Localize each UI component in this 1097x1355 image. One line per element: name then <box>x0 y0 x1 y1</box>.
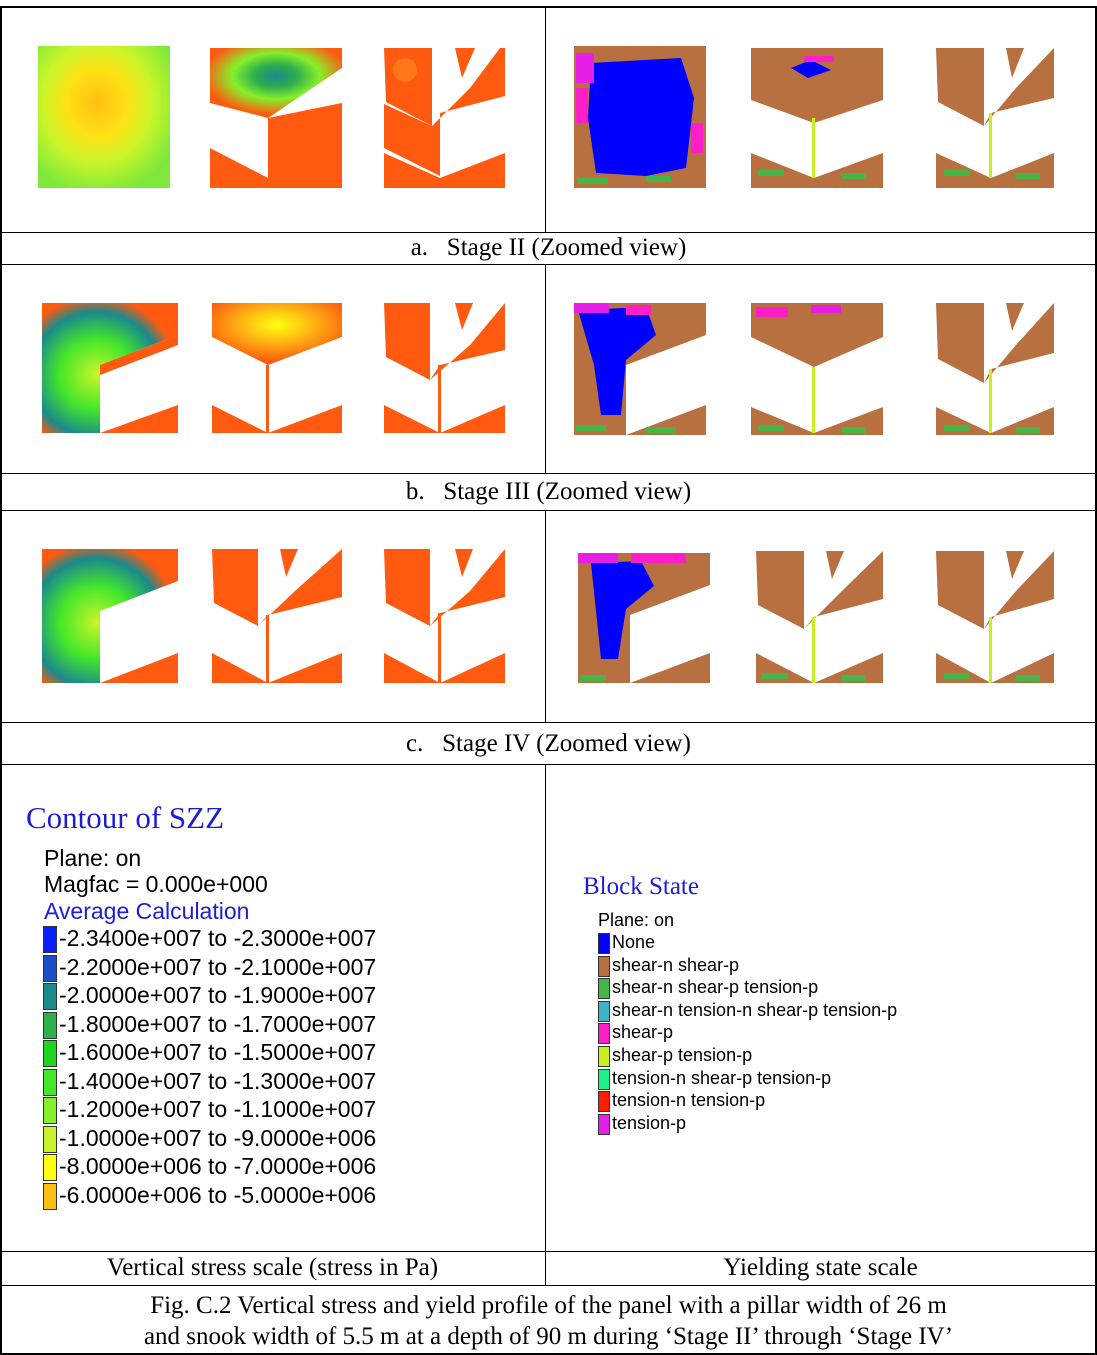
stage-caption-a: a. Stage II (Zoomed view) <box>0 234 1097 262</box>
stress-plot-2 <box>212 303 342 433</box>
stage-text: Stage III (Zoomed view) <box>443 478 691 505</box>
yield-plot-3 <box>936 303 1054 435</box>
stress-legend-item: -1.2000e+007 to -1.1000e+007 <box>59 1096 376 1123</box>
yield-legend-swatch <box>598 933 610 954</box>
yield-plot-1 <box>574 46 706 188</box>
divider-a <box>0 232 1097 233</box>
yield-legend-swatch <box>598 1046 610 1067</box>
stress-legend-title: Contour of SZZ <box>26 800 224 836</box>
stress-legend-swatch <box>43 1126 57 1153</box>
stress-legend-magfac: Magfac = 0.000e+000 <box>44 871 268 898</box>
figure-caption-line2: and snook width of 5.5 m at a depth of 9… <box>0 1321 1097 1352</box>
yield-legend-item: tension-p <box>612 1113 686 1134</box>
yield-legend-title: Block State <box>583 873 699 901</box>
stress-legend-swatch <box>43 983 57 1010</box>
mid-divider-legend <box>545 764 546 1285</box>
yield-scale-label: Yielding state scale <box>546 1254 1095 1282</box>
stage-ii-stress-plots <box>0 8 545 232</box>
divider-legend <box>0 1251 1097 1252</box>
stress-legend-item: -2.2000e+007 to -2.1000e+007 <box>59 954 376 981</box>
stage-letter: c. <box>406 730 423 757</box>
divider-scale-labels <box>0 1285 1097 1286</box>
stress-plot-3 <box>384 48 505 188</box>
stress-legend-calc: Average Calculation <box>44 898 249 925</box>
stress-legend-swatch <box>43 955 57 982</box>
stress-plot-2 <box>210 48 342 188</box>
stress-legend-item: -8.0000e+006 to -7.0000e+006 <box>59 1153 376 1180</box>
yield-legend-swatch <box>598 1091 610 1112</box>
stress-legend-plane: Plane: on <box>44 845 141 872</box>
yield-legend-item: tension-n tension-p <box>612 1090 765 1111</box>
stress-legend-item: -6.0000e+006 to -5.0000e+006 <box>59 1182 376 1209</box>
stress-plot-1 <box>38 46 170 188</box>
stress-plot-2 <box>212 549 342 683</box>
divider-c-cap <box>0 764 1097 765</box>
yield-legend-item: shear-p <box>612 1022 673 1043</box>
yield-legend-item: None <box>612 932 655 953</box>
stress-legend-item: -2.3400e+007 to -2.3000e+007 <box>59 925 376 952</box>
yield-plot-2 <box>751 48 883 188</box>
stage-iii-stress-plots <box>0 265 545 473</box>
yield-plot-1 <box>578 553 710 683</box>
stress-plot-1 <box>42 303 178 433</box>
stress-legend-item: -1.8000e+007 to -1.7000e+007 <box>59 1011 376 1038</box>
yield-legend-item: shear-n shear-p tension-p <box>612 977 818 998</box>
stress-legend-item: -2.0000e+007 to -1.9000e+007 <box>59 982 376 1009</box>
yield-plot-2 <box>756 551 883 683</box>
stage-caption-b: b. Stage III (Zoomed view) <box>0 478 1097 506</box>
yield-legend-item: tension-n shear-p tension-p <box>612 1068 831 1089</box>
yield-plot-1 <box>574 303 706 435</box>
stress-scale-label: Vertical stress scale (stress in Pa) <box>0 1254 545 1282</box>
stage-iv-yield-plots <box>546 511 1095 722</box>
yield-legend-swatch <box>598 1023 610 1044</box>
stage-iii-yield-plots <box>546 265 1095 473</box>
yield-legend-item: shear-n tension-n shear-p tension-p <box>612 1000 897 1021</box>
stage-letter: a. <box>411 234 428 261</box>
stage-iv-stress-plots <box>0 511 545 722</box>
stage-ii-yield-plots <box>546 8 1095 232</box>
yield-legend-swatch <box>598 1069 610 1090</box>
yield-plot-2 <box>751 303 883 435</box>
stress-legend-swatch <box>43 1097 57 1124</box>
stress-legend-swatch <box>43 1012 57 1039</box>
stress-legend-item: -1.6000e+007 to -1.5000e+007 <box>59 1039 376 1066</box>
yield-legend-swatch <box>598 956 610 977</box>
stage-caption-c: c. Stage IV (Zoomed view) <box>0 730 1097 758</box>
stress-legend-item: -1.4000e+007 to -1.3000e+007 <box>59 1068 376 1095</box>
stress-legend-swatch <box>43 1069 57 1096</box>
yield-legend-item: shear-p tension-p <box>612 1045 752 1066</box>
yield-legend-item: shear-n shear-p <box>612 955 739 976</box>
divider-b <box>0 473 1097 474</box>
stage-text: Stage II (Zoomed view) <box>447 234 687 261</box>
yield-legend-swatch <box>598 1001 610 1022</box>
yield-plot-3 <box>936 48 1054 188</box>
divider-c <box>0 722 1097 723</box>
stress-legend-item: -1.0000e+007 to -9.0000e+006 <box>59 1125 376 1152</box>
stress-legend-swatch <box>43 1040 57 1067</box>
stage-text: Stage IV (Zoomed view) <box>442 730 691 757</box>
figure-caption-line1: Fig. C.2 Vertical stress and yield profi… <box>0 1290 1097 1321</box>
stress-plot-3 <box>384 303 505 433</box>
yield-plot-3 <box>936 551 1054 683</box>
yield-legend-swatch <box>598 978 610 999</box>
stress-legend-swatch <box>43 1154 57 1181</box>
yield-legend-plane: Plane: on <box>598 910 674 931</box>
stress-plot-3 <box>384 549 505 683</box>
stress-plot-1 <box>42 549 178 683</box>
stress-legend-swatch <box>43 1183 57 1210</box>
yield-legend-swatch <box>598 1114 610 1135</box>
stress-legend-swatch <box>43 926 57 953</box>
stage-letter: b. <box>406 478 425 505</box>
